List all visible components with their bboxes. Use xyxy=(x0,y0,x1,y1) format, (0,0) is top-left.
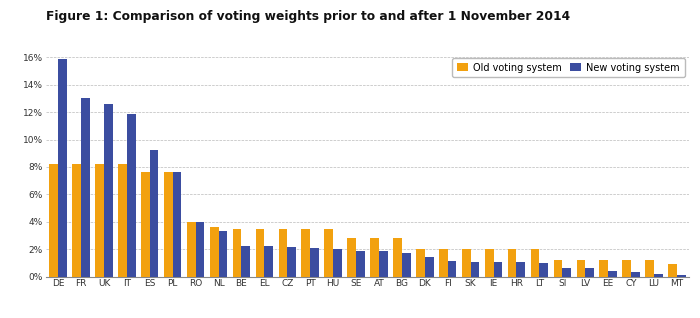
Bar xyxy=(279,229,287,277)
Bar xyxy=(668,264,677,277)
Bar xyxy=(356,251,365,277)
Bar xyxy=(104,104,113,277)
Bar xyxy=(218,232,228,277)
Bar xyxy=(118,164,127,277)
Bar xyxy=(508,249,517,277)
Bar xyxy=(631,272,640,277)
Bar xyxy=(333,249,342,277)
Bar xyxy=(416,249,425,277)
Bar xyxy=(599,259,608,277)
Bar xyxy=(370,238,379,277)
Bar xyxy=(439,249,448,277)
Bar xyxy=(494,262,503,277)
Bar xyxy=(393,238,402,277)
Bar xyxy=(241,246,250,277)
Bar xyxy=(425,257,433,277)
Bar xyxy=(164,172,173,277)
Bar xyxy=(141,172,150,277)
Bar xyxy=(347,238,356,277)
Bar xyxy=(287,247,296,277)
Bar xyxy=(310,248,319,277)
Bar xyxy=(50,164,58,277)
Bar xyxy=(645,259,654,277)
Bar xyxy=(448,261,456,277)
Bar xyxy=(173,172,181,277)
Bar xyxy=(470,262,480,277)
Bar xyxy=(324,229,333,277)
Bar xyxy=(654,274,663,277)
Bar xyxy=(677,275,685,277)
Bar xyxy=(577,259,585,277)
Bar xyxy=(195,222,204,277)
Bar xyxy=(540,263,548,277)
Bar xyxy=(210,227,218,277)
Bar xyxy=(554,259,562,277)
Bar xyxy=(187,222,195,277)
Bar xyxy=(462,249,470,277)
Bar xyxy=(485,249,494,277)
Bar xyxy=(402,253,411,277)
Bar xyxy=(58,59,66,277)
Bar xyxy=(95,164,104,277)
Text: Figure 1: Comparison of voting weights prior to and after 1 November 2014: Figure 1: Comparison of voting weights p… xyxy=(46,10,570,23)
Bar xyxy=(379,251,388,277)
Bar xyxy=(585,268,594,277)
Bar xyxy=(517,262,525,277)
Legend: Old voting system, New voting system: Old voting system, New voting system xyxy=(452,58,685,78)
Bar xyxy=(608,271,617,277)
Bar xyxy=(232,229,241,277)
Bar xyxy=(265,246,273,277)
Bar xyxy=(150,150,158,277)
Bar xyxy=(531,249,540,277)
Bar xyxy=(562,268,571,277)
Bar xyxy=(302,229,310,277)
Bar xyxy=(256,229,265,277)
Bar xyxy=(81,98,90,277)
Bar xyxy=(622,259,631,277)
Bar xyxy=(72,164,81,277)
Bar xyxy=(127,114,136,277)
